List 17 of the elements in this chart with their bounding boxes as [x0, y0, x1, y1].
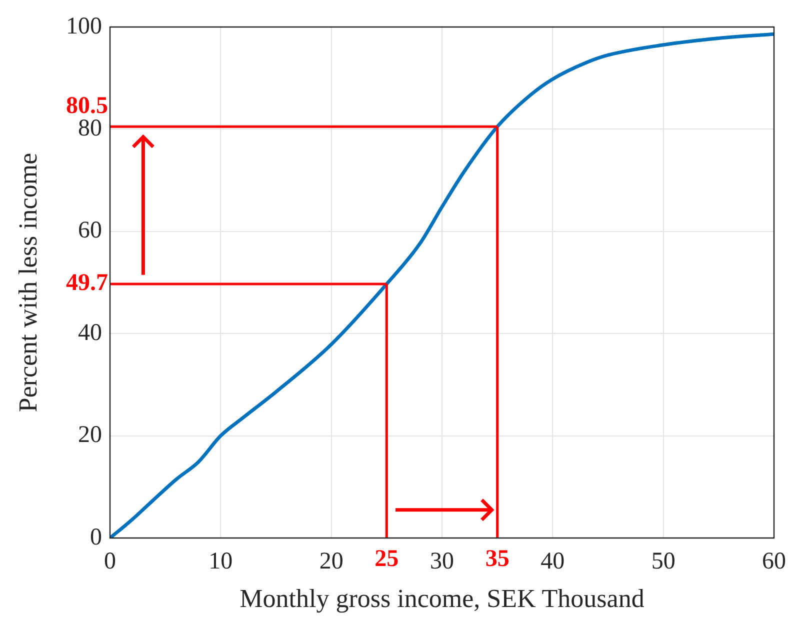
x-tick-label: 40	[540, 548, 565, 575]
x-axis-title: Monthly gross income, SEK Thousand	[240, 584, 644, 614]
x-tick-label: 10	[208, 548, 233, 575]
ref-line-label: 35	[485, 546, 510, 572]
y-tick-label: 60	[78, 218, 102, 244]
y-tick-label: 100	[66, 13, 102, 40]
y-tick-label: 40	[78, 320, 102, 346]
x-tick-label: 50	[651, 548, 676, 575]
y-tick-label: 0	[90, 524, 102, 550]
x-tick-label: 20	[319, 548, 344, 575]
x-tick-label: 30	[430, 548, 454, 575]
y-axis-title: Percent with less income	[13, 152, 42, 412]
y-tick-label: 20	[78, 422, 102, 448]
ref-line-label: 49.7	[66, 270, 108, 296]
ref-line-label: 25	[374, 546, 399, 572]
x-tick-label: 60	[762, 548, 786, 575]
line-series	[110, 32, 774, 538]
